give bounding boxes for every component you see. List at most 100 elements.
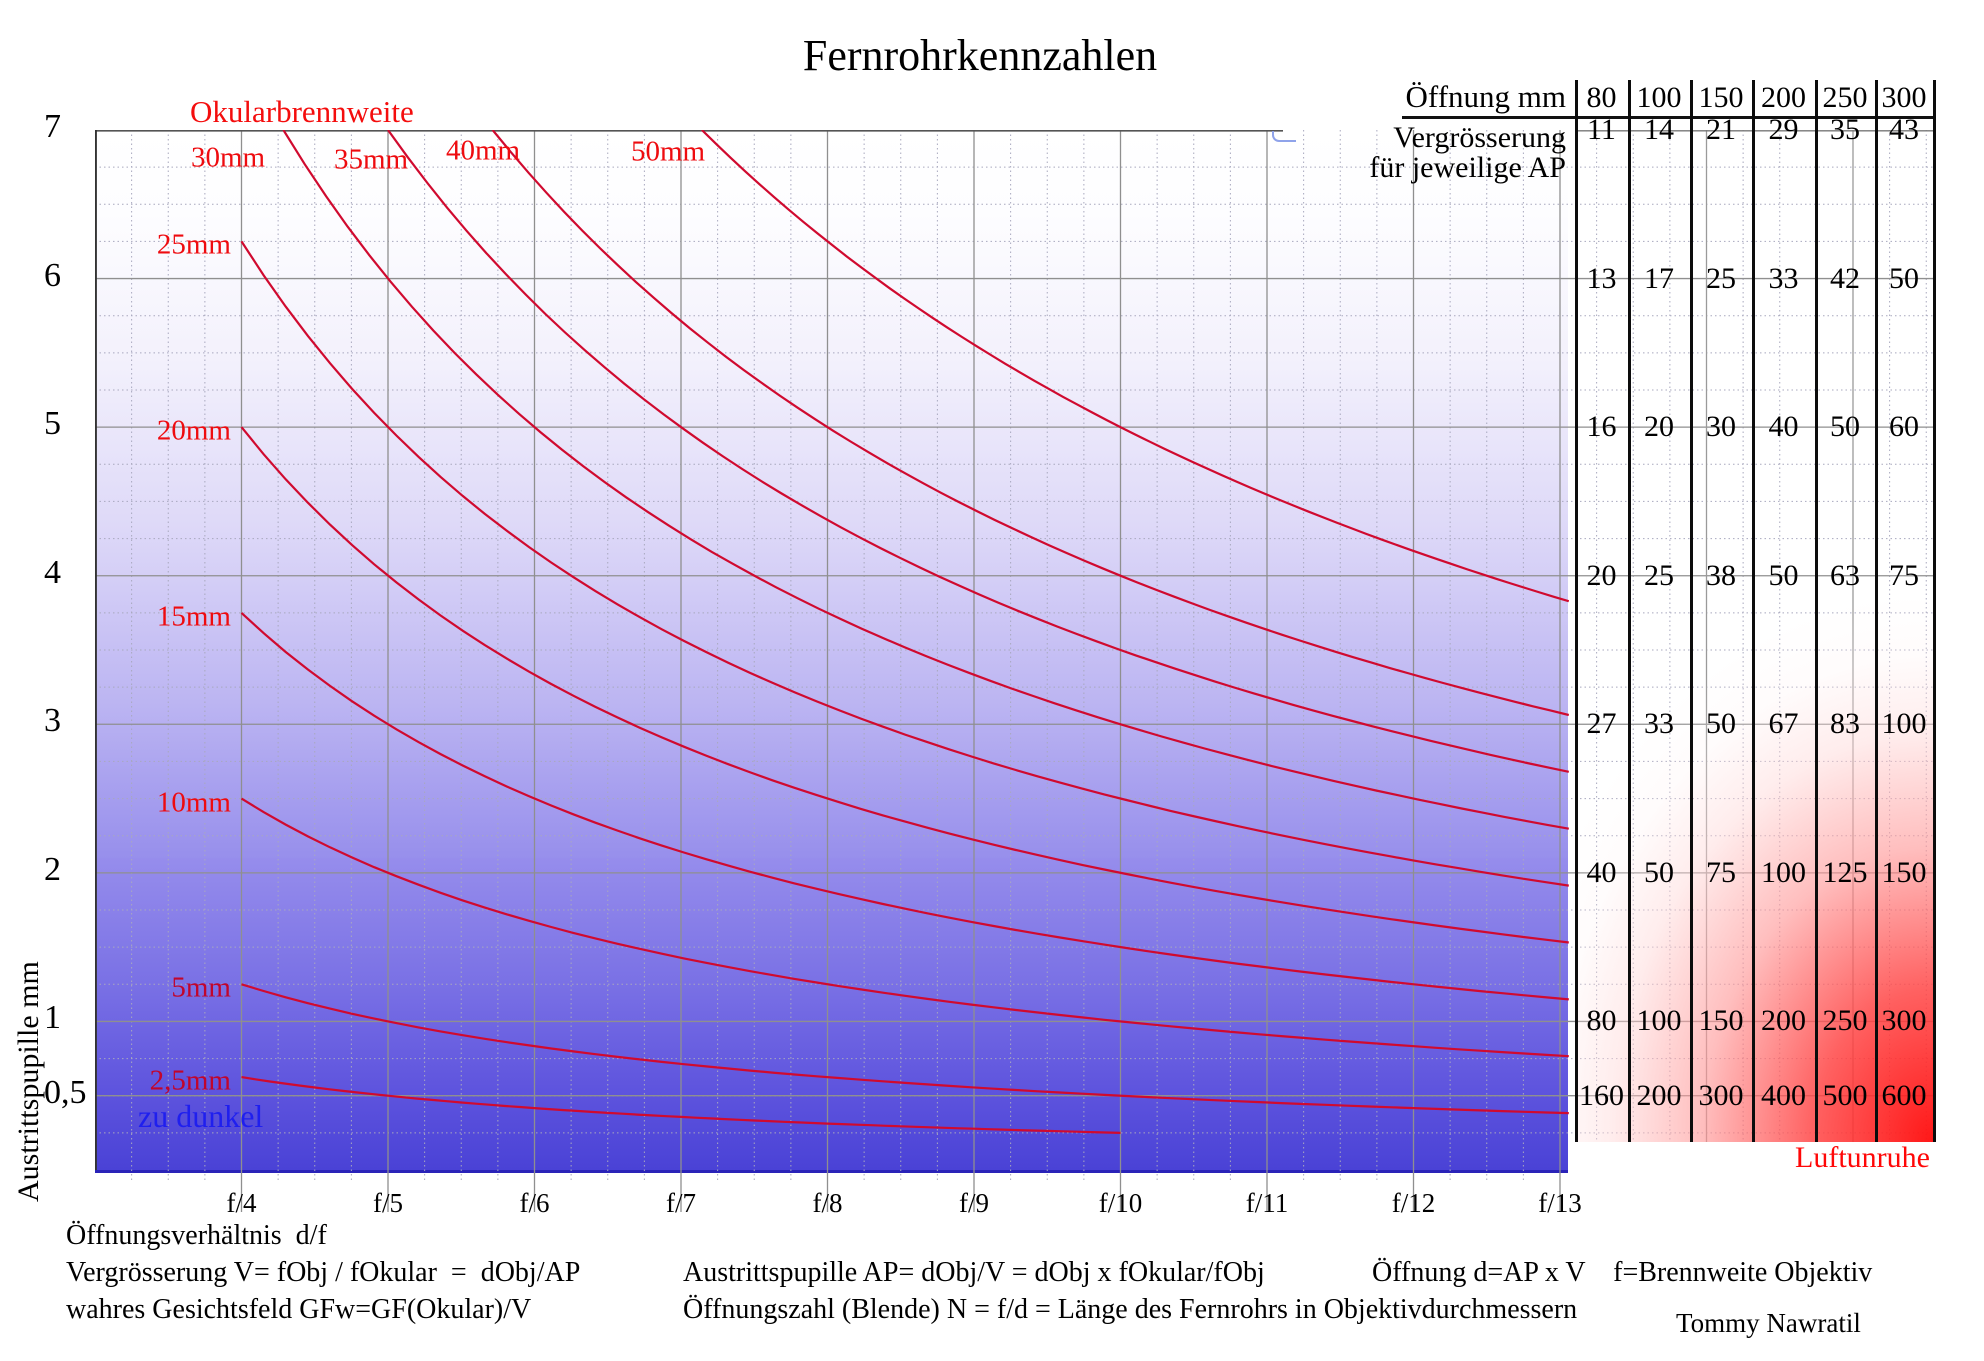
x-tick-label: f/13 bbox=[1538, 1188, 1582, 1218]
table-column-line bbox=[1628, 80, 1631, 1142]
y-tick-label: 5 bbox=[44, 405, 61, 443]
x-tick-label: f/8 bbox=[812, 1188, 843, 1218]
curve-10mm bbox=[240, 797, 1569, 1058]
table-header-underline bbox=[1402, 116, 1933, 119]
table-cell: 50 bbox=[1830, 410, 1860, 444]
table-cell: 38 bbox=[1706, 558, 1736, 592]
table-cell: 150 bbox=[1881, 855, 1927, 889]
eyepiece-curves bbox=[240, 130, 1569, 1134]
table-cell: 150 bbox=[1698, 1004, 1744, 1038]
table-cell: 500 bbox=[1822, 1078, 1868, 1112]
table-cell: 21 bbox=[1706, 113, 1736, 146]
table-row: 11 14 21 29 35 43 bbox=[1575, 112, 1933, 148]
table-cell: 50 bbox=[1889, 261, 1919, 295]
table-row: 27 33 50 67 83 100 bbox=[1575, 706, 1933, 742]
y-tick-label: 7 bbox=[44, 108, 61, 145]
table-column-line bbox=[1875, 80, 1878, 1142]
y-axis-title: Austrittspupille mm bbox=[12, 961, 45, 1202]
table-cell: 60 bbox=[1889, 410, 1919, 444]
table-cell: 20 bbox=[1644, 410, 1674, 444]
table-cell: 100 bbox=[1761, 855, 1806, 889]
curve-label-25mm: 25mm bbox=[156, 228, 231, 261]
formula-magnification: Vergrösserung V= fObj / fOkular = dObj/A… bbox=[66, 1257, 581, 1288]
y-tick-label: 1 bbox=[44, 999, 61, 1037]
x-tick-label: f/10 bbox=[1098, 1188, 1143, 1218]
formula-focal-ratio: Öffnungszahl (Blende) N = f/d = Länge de… bbox=[683, 1294, 1578, 1325]
table-cell: 80 bbox=[1586, 1004, 1617, 1038]
curve-label-10mm: 10mm bbox=[156, 786, 231, 819]
table-row: 40 50 75 100 125 150 bbox=[1575, 855, 1933, 891]
table-cell: 13 bbox=[1586, 261, 1617, 295]
formula-true-field: wahres Gesichtsfeld GFw=GF(Okular)/V bbox=[66, 1294, 532, 1325]
table-column-line bbox=[1815, 80, 1818, 1142]
table-row: 80 100 150 200 250 300 bbox=[1575, 1003, 1933, 1039]
table-column-line bbox=[1752, 80, 1755, 1142]
table-cell: 250 bbox=[1822, 1004, 1868, 1038]
table-cell: 11 bbox=[1587, 113, 1616, 146]
table-cell: 33 bbox=[1768, 261, 1799, 295]
curve-25mm bbox=[240, 240, 1569, 887]
curve-label-40mm: 40mm bbox=[445, 134, 521, 167]
table-cell: 300 bbox=[1881, 81, 1927, 114]
table-cell: 300 bbox=[1698, 1078, 1744, 1112]
table-row: 13 17 25 33 42 50 bbox=[1575, 261, 1933, 297]
curve-15mm bbox=[240, 612, 1569, 1001]
curve-label-15mm: 15mm bbox=[156, 600, 231, 633]
table-row-label-line1: Vergrösserung bbox=[1393, 121, 1566, 154]
too-dark-annotation: zu dunkel bbox=[138, 1098, 264, 1134]
table-cell: 14 bbox=[1644, 113, 1674, 146]
curve-label-35mm: 35mm bbox=[333, 143, 409, 176]
table-cell: 25 bbox=[1706, 261, 1736, 295]
curve-2,5mm bbox=[241, 1076, 1121, 1134]
formula-aperture: Öffnung d=AP x V f=Brennweite Objektiv bbox=[1372, 1257, 1873, 1288]
table-column-line bbox=[1690, 80, 1693, 1142]
x-tick-label: f/11 bbox=[1245, 1188, 1289, 1218]
table-cell: 67 bbox=[1768, 707, 1799, 741]
plot-area-background bbox=[95, 130, 1568, 1173]
table-column-line bbox=[1575, 80, 1578, 1142]
stray-blue-mark bbox=[1272, 131, 1296, 142]
table-cell: 100 bbox=[1881, 707, 1927, 741]
table-corner-label: Öffnung mm bbox=[1405, 79, 1566, 114]
grid-lines bbox=[95, 130, 1933, 1212]
table-cell: 100 bbox=[1636, 81, 1682, 114]
table-cell: 27 bbox=[1586, 707, 1617, 741]
table-cell: 200 bbox=[1761, 81, 1806, 114]
curve-50mm bbox=[701, 130, 1569, 603]
y-tick-label: 6 bbox=[44, 256, 61, 294]
curve-35mm bbox=[387, 130, 1569, 773]
table-cell: 400 bbox=[1761, 1078, 1806, 1112]
table-cell: 200 bbox=[1761, 1004, 1806, 1038]
table-cell: 50 bbox=[1706, 707, 1736, 741]
table-cell: 29 bbox=[1768, 113, 1799, 146]
table-row: 16 20 30 40 50 60 bbox=[1575, 409, 1933, 445]
table-column-line bbox=[1933, 80, 1936, 1142]
table-row: 160 200 300 400 500 600 bbox=[1575, 1078, 1933, 1114]
table-cell: 600 bbox=[1881, 1078, 1927, 1112]
table-cell: 50 bbox=[1644, 855, 1674, 889]
table-cell: 40 bbox=[1586, 855, 1617, 889]
curve-30mm bbox=[282, 130, 1569, 830]
table-header-row: 80 100 150 200 250 300 bbox=[1575, 80, 1933, 116]
table-row-label-line2: für jeweilige AP bbox=[1369, 151, 1566, 184]
table-cell: 75 bbox=[1706, 855, 1736, 889]
curve-label-30mm: 30mm bbox=[190, 141, 266, 174]
table-cell: 17 bbox=[1644, 261, 1674, 295]
table-cell: 25 bbox=[1644, 558, 1674, 592]
y-tick-label: 2 bbox=[44, 850, 61, 888]
curve-label-20mm: 20mm bbox=[156, 414, 231, 447]
table-cell: 100 bbox=[1636, 1004, 1682, 1038]
x-tick-label: f/7 bbox=[666, 1188, 696, 1218]
y-tick-label: 3 bbox=[44, 702, 61, 740]
x-tick-label: f/6 bbox=[519, 1188, 550, 1218]
table-cell: 33 bbox=[1644, 707, 1674, 741]
table-cell: 250 bbox=[1822, 81, 1868, 114]
x-tick-label: f/12 bbox=[1391, 1188, 1436, 1218]
table-cell: 16 bbox=[1586, 410, 1617, 444]
air-turbulence-annotation: Luftunruhe bbox=[1795, 1141, 1930, 1174]
table-row: 20 25 38 50 63 75 bbox=[1575, 558, 1933, 594]
table-cell: 35 bbox=[1830, 113, 1860, 146]
table-cell: 40 bbox=[1768, 410, 1799, 444]
y-tick-label: 4 bbox=[44, 553, 61, 591]
